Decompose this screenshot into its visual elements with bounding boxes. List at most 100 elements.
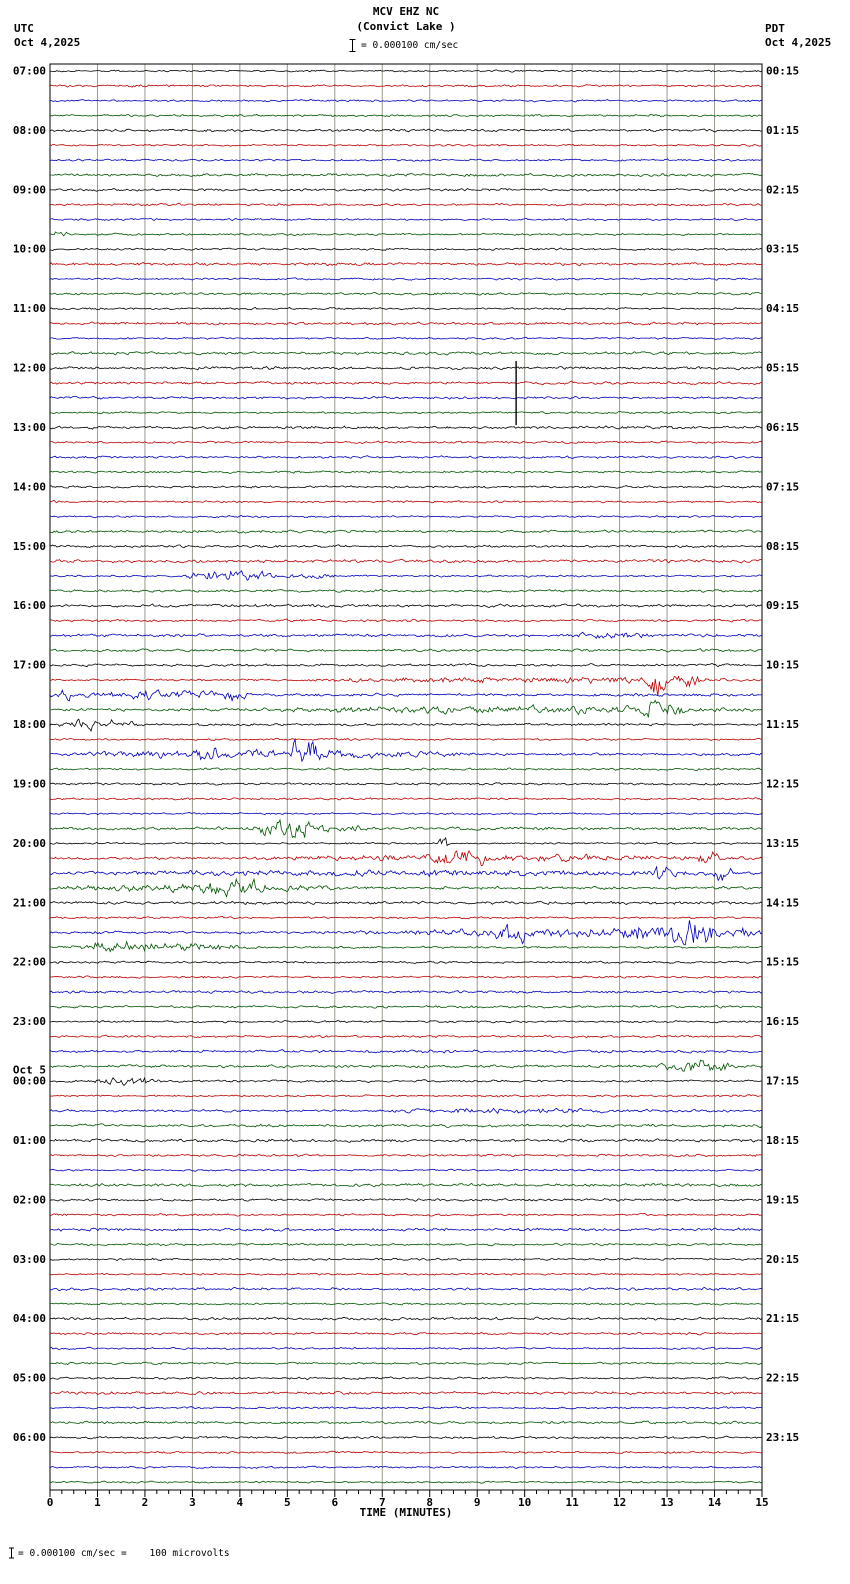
- seismo-trace-row: [50, 1302, 763, 1306]
- utc-hour-label: 20:00: [13, 837, 46, 850]
- seismo-trace-row: [49, 1331, 763, 1336]
- seismo-trace-row: [49, 99, 763, 103]
- seismo-trace-row: [49, 440, 763, 445]
- pdt-hour-label: 02:15: [766, 183, 799, 196]
- utc-hour-label: 11:00: [13, 302, 46, 315]
- utc-day-break-label: Oct 5: [13, 1064, 46, 1077]
- x-tick-label: 8: [426, 1496, 433, 1509]
- seismo-trace-row: [49, 1059, 763, 1072]
- x-tick-label: 6: [331, 1496, 338, 1509]
- seismo-trace-row: [49, 1227, 762, 1232]
- seismo-trace-row: [49, 915, 763, 920]
- x-tick-label: 12: [613, 1496, 626, 1509]
- seismo-trace-row: [49, 836, 763, 847]
- seismo-trace-row: [49, 1138, 763, 1143]
- pdt-hour-label: 14:15: [766, 896, 799, 909]
- pdt-hour-label: 11:15: [766, 718, 799, 731]
- utc-hour-label: 16:00: [13, 599, 46, 612]
- footer-scale-text: = 0.000100 cm/sec = 100 microvolts: [18, 1547, 230, 1559]
- seismo-trace-row: [49, 321, 763, 326]
- utc-hour-label: 01:00: [13, 1134, 46, 1147]
- seismo-trace-row: [50, 1004, 763, 1009]
- seismo-trace-row: [49, 231, 763, 237]
- seismo-trace-row: [49, 1272, 763, 1276]
- seismo-trace-row: [49, 1406, 763, 1410]
- seismo-trace-row: [49, 618, 763, 623]
- seismo-trace-row: [49, 187, 763, 192]
- seismo-trace-row: [49, 1049, 763, 1054]
- seismo-trace-row: [49, 989, 763, 994]
- pdt-hour-label: 20:15: [766, 1253, 799, 1266]
- seismo-trace-row: [49, 589, 763, 593]
- seismo-trace-row: [49, 202, 763, 207]
- helicorder-plot: 0 1 2 3 4 5 6 7 8 9 10 11 12 13 14 1507:0008:0009:0010:…: [13, 63, 799, 1509]
- pdt-hour-label: 07:15: [766, 480, 799, 493]
- x-tick-label: 4: [237, 1496, 244, 1509]
- seismo-trace-row: [49, 455, 763, 459]
- pdt-hour-label: 17:15: [766, 1075, 799, 1088]
- seismo-trace-row: [49, 84, 763, 88]
- pdt-hour-label: 09:15: [766, 599, 799, 612]
- seismo-trace-row: [49, 128, 763, 133]
- utc-hour-label: 00:00: [13, 1075, 46, 1088]
- seismo-trace-row: [49, 718, 763, 732]
- seismo-trace-row: [49, 1094, 763, 1098]
- seismo-trace-row: [49, 306, 763, 311]
- seismo-trace-row: [49, 818, 763, 839]
- utc-hour-label: 03:00: [13, 1253, 46, 1266]
- seismo-trace-row: [49, 1286, 763, 1292]
- left-timezone-label: UTC: [14, 22, 34, 35]
- pdt-hour-label: 03:15: [766, 243, 799, 256]
- utc-hour-label: 22:00: [13, 956, 46, 969]
- seismo-trace-row: [49, 1465, 763, 1469]
- seismo-trace-row: [49, 247, 763, 252]
- station-title: MCV EHZ NC: [372, 5, 440, 18]
- seismo-trace-row: [49, 500, 763, 504]
- utc-hour-label: 14:00: [13, 480, 46, 493]
- pdt-hour-label: 21:15: [766, 1312, 799, 1325]
- seismo-trace-row: [49, 1107, 763, 1115]
- x-tick-label: 15: [755, 1496, 768, 1509]
- seismo-trace-row: [49, 395, 763, 400]
- seismo-trace-row: [49, 1153, 763, 1158]
- seismo-trace-row: [49, 425, 763, 430]
- utc-hour-label: 09:00: [13, 183, 46, 196]
- amplitude-scale-text: = 0.000100 cm/sec: [361, 40, 459, 51]
- utc-hour-label: 18:00: [13, 718, 46, 731]
- seismo-trace-row: [49, 410, 763, 415]
- pdt-hour-label: 04:15: [766, 302, 799, 315]
- seismo-trace-row: [49, 336, 763, 340]
- utc-hour-label: 08:00: [13, 124, 46, 137]
- pdt-hour-label: 05:15: [766, 362, 799, 375]
- amplitude-scale-note: = 0.000100 cm/sec: [348, 38, 458, 53]
- seismo-trace-row: [49, 277, 763, 281]
- seismo-trace-row: [50, 1361, 763, 1366]
- seismo-trace-row: [49, 1257, 763, 1261]
- seismo-trace-row: [49, 631, 763, 640]
- utc-hour-label: 19:00: [13, 777, 46, 790]
- station-subtitle: (Convict Lake ): [356, 20, 456, 33]
- labels-layer: 0 1 2 3 4 5 6 7 8 9 10 11 12 13 14 1507:0008:0009:0010:…: [13, 64, 799, 1509]
- pdt-hour-label: 13:15: [766, 837, 799, 850]
- seismo-trace-row: [49, 470, 763, 474]
- pdt-hour-label: 16:15: [766, 1015, 799, 1028]
- seismo-trace-row: [49, 158, 763, 162]
- seismo-trace-row: [49, 515, 763, 519]
- seismo-trace-row: [50, 675, 763, 696]
- utc-hour-label: 21:00: [13, 896, 46, 909]
- utc-hour-label: 12:00: [13, 362, 46, 375]
- x-tick-label: 13: [660, 1496, 673, 1509]
- seismo-trace-row: [49, 351, 763, 356]
- seismo-trace-row: [49, 920, 763, 946]
- seismo-trace-row: [49, 663, 763, 668]
- seismo-trace-row: [49, 529, 763, 534]
- pdt-hour-label: 00:15: [766, 64, 799, 77]
- utc-hour-label: 06:00: [13, 1431, 46, 1444]
- utc-hour-label: 05:00: [13, 1372, 46, 1385]
- x-tick-label: 9: [474, 1496, 481, 1509]
- seismo-trace-row: [49, 603, 763, 608]
- utc-hour-label: 23:00: [13, 1015, 46, 1028]
- x-tick-label: 10: [518, 1496, 531, 1509]
- seismo-trace-row: [49, 1390, 763, 1396]
- seismo-trace-row: [49, 782, 763, 786]
